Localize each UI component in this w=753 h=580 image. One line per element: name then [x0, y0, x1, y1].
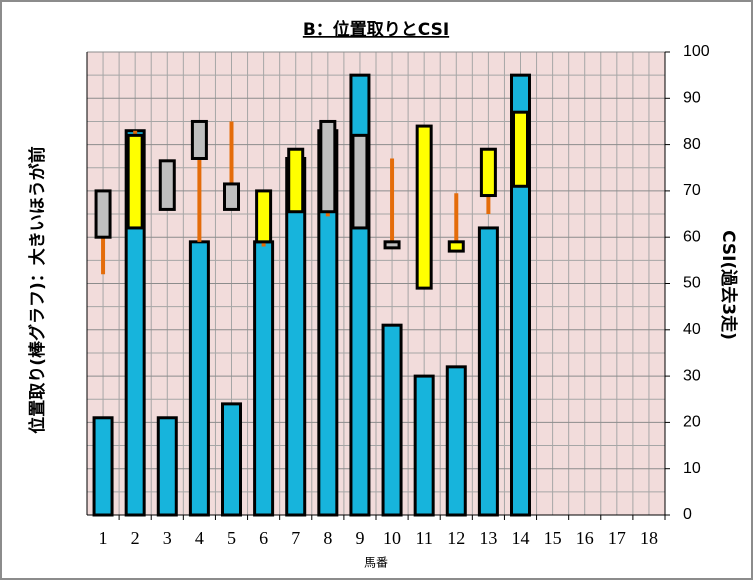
bar: [188, 240, 210, 517]
bar: [445, 365, 467, 517]
x-tick-label: 6: [259, 528, 268, 548]
x-tick-label: 18: [640, 528, 658, 548]
x-tick-label: 13: [479, 528, 497, 548]
range-box: [126, 133, 144, 230]
y2-tick-label: 20: [683, 414, 701, 431]
x-tick-label: 14: [512, 528, 530, 548]
bar: [92, 416, 114, 517]
range-box: [512, 110, 529, 188]
x-tick-label: 17: [608, 528, 626, 548]
y2-tick-label: 40: [683, 321, 701, 338]
x-tick-label: 10: [383, 528, 401, 548]
x-tick-label: 8: [323, 528, 332, 548]
y-axis-title: 位置取り(棒グラフ)：大きいほうが前: [27, 146, 48, 434]
y2-tick-label: 10: [683, 460, 701, 477]
range-box: [479, 147, 497, 198]
range-box: [255, 189, 273, 244]
x-tick-label: 4: [195, 528, 204, 548]
y2-tick-label: 60: [683, 228, 701, 245]
bar: [253, 240, 275, 517]
range-box: [287, 147, 305, 214]
x-tick-label: 5: [227, 528, 236, 548]
y2-tick-label: 50: [683, 275, 701, 292]
x-axis-title: 馬番: [364, 556, 388, 570]
x-tick-label: 11: [415, 528, 432, 548]
y2-tick-label: 80: [683, 136, 701, 153]
chart-title: B：位置取りとCSI: [303, 19, 449, 40]
y2-tick-label: 0: [683, 506, 692, 523]
x-tick-label: 12: [447, 528, 465, 548]
y2-tick-label: 30: [683, 367, 701, 384]
x-tick-label: 15: [544, 528, 562, 548]
range-box: [351, 133, 369, 230]
range-box: [447, 240, 465, 253]
x-tick-label: 3: [163, 528, 172, 548]
bar: [477, 226, 499, 517]
bar: [156, 416, 178, 517]
bar: [413, 374, 435, 517]
range-box: [223, 182, 240, 211]
range-box: [383, 240, 401, 250]
x-tick-label: 2: [131, 528, 140, 548]
range-box: [158, 159, 176, 211]
y2-axis-title: CSI(過去3走): [718, 230, 739, 340]
x-tick-label: 9: [355, 528, 364, 548]
range-box: [319, 119, 337, 214]
range-box: [94, 189, 112, 239]
x-tick-label: 16: [576, 528, 594, 548]
bar: [221, 402, 242, 517]
x-tick-label: 7: [291, 528, 300, 548]
y2-tick-label: 100: [683, 43, 710, 60]
y2-tick-label: 70: [683, 182, 701, 199]
range-box: [190, 119, 208, 160]
y2-tick-label: 90: [683, 90, 701, 107]
x-tick-label: 1: [99, 528, 108, 548]
range-box: [415, 124, 433, 290]
bar: [381, 323, 403, 517]
